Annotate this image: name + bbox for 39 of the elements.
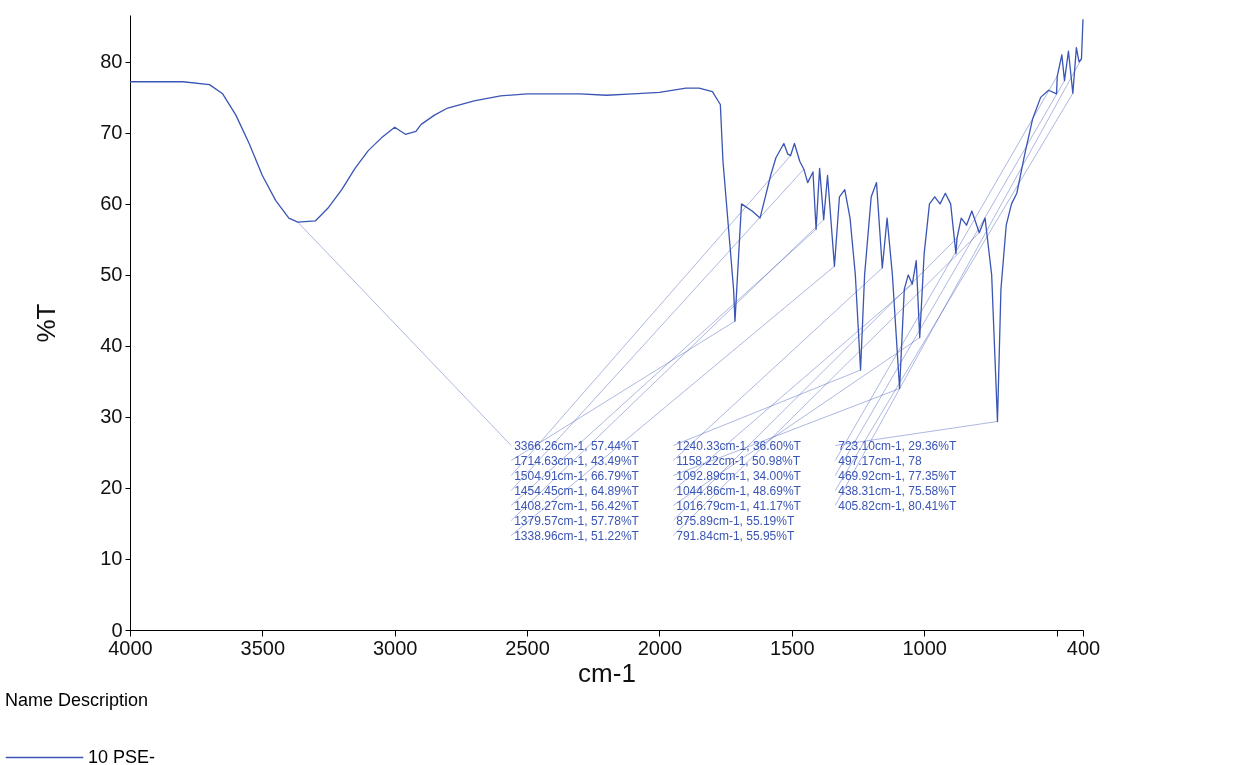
y-tick-label: 70	[100, 121, 123, 144]
annotation: 469.92cm-1, 77.35%T	[838, 468, 957, 483]
legend-title: Name Description	[5, 690, 149, 710]
annotation: 1338.96cm-1, 51.22%T	[514, 528, 640, 543]
x-tick-label: 2000	[637, 636, 683, 659]
x-tick-label: 1500	[770, 636, 815, 659]
annotation: 1158.22cm-1, 50.98%T	[676, 453, 801, 468]
y-tick-label: 40	[100, 334, 123, 357]
annotation: 875.89cm-1, 55.19%T	[676, 513, 795, 528]
annotation: 1408.27cm-1, 56.42%T	[514, 498, 640, 513]
annotation: 405.82cm-1, 80.41%T	[838, 498, 957, 513]
x-tick-label: 3500	[240, 636, 286, 659]
annotation: 791.84cm-1, 55.95%T	[676, 528, 795, 543]
annotation: 438.31cm-1, 75.58%T	[838, 483, 957, 498]
y-tick-label: 80	[100, 50, 123, 73]
legend-label: 10 PSE-	[88, 746, 156, 765]
annotation: 1379.57cm-1, 57.78%T	[514, 513, 640, 528]
annotation: 3366.26cm-1, 57.44%T	[514, 438, 640, 453]
y-tick-label: 30	[100, 405, 123, 428]
annotation: 723.10cm-1, 29.36%T	[838, 438, 957, 453]
x-tick-label: 2500	[505, 636, 550, 659]
x-tick-label: 1000	[902, 636, 947, 659]
annotation: 1044.86cm-1, 48.69%T	[676, 483, 802, 498]
annotation: 1016.79cm-1, 41.17%T	[676, 498, 802, 513]
annotation: 1714.63cm-1, 43.49%T	[514, 453, 640, 468]
annotation: 1092.89cm-1, 34.00%T	[676, 468, 802, 483]
annotation: 1454.45cm-1, 64.89%T	[514, 483, 640, 498]
line-series	[129, 18, 1084, 423]
annotation: 1504.91cm-1, 66.79%T	[514, 468, 640, 483]
annotation: 1240.33cm-1, 36.60%T	[676, 438, 802, 453]
y-tick-label: 10	[100, 547, 123, 570]
y-tick-label: 20	[100, 476, 123, 499]
x-axis-title: cm-1	[578, 657, 636, 688]
y-tick-label: 50	[100, 263, 123, 286]
x-tick-label: 3000	[372, 636, 418, 659]
y-axis-title: %T	[31, 303, 62, 343]
x-tick-label: 400	[1066, 636, 1101, 659]
annotation: 497.17cm-1, 78	[838, 453, 922, 468]
y-tick-label: 60	[100, 192, 123, 215]
